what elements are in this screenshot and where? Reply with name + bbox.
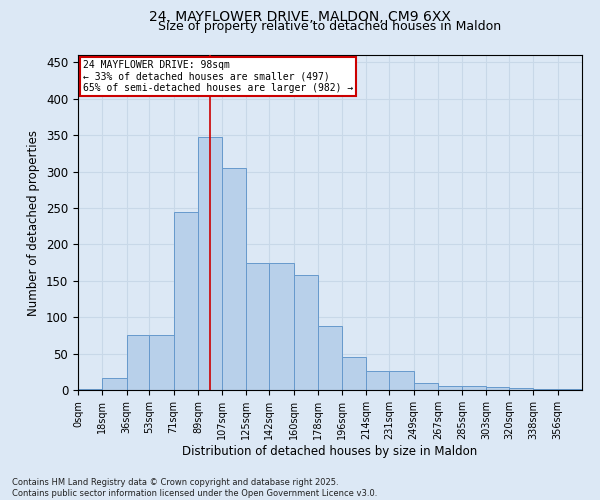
Bar bbox=[342, 357, 367, 390]
Bar bbox=[173, 212, 198, 390]
Bar bbox=[247, 262, 269, 390]
Bar bbox=[222, 168, 247, 390]
X-axis label: Distribution of detached houses by size in Maldon: Distribution of detached houses by size … bbox=[182, 444, 478, 458]
Text: 24 MAYFLOWER DRIVE: 98sqm
← 33% of detached houses are smaller (497)
65% of semi: 24 MAYFLOWER DRIVE: 98sqm ← 33% of detac… bbox=[83, 60, 353, 93]
Bar bbox=[389, 371, 413, 390]
Bar bbox=[293, 275, 318, 390]
Title: Size of property relative to detached houses in Maldon: Size of property relative to detached ho… bbox=[158, 20, 502, 33]
Bar bbox=[533, 388, 558, 390]
Bar bbox=[509, 388, 533, 390]
Bar bbox=[127, 336, 149, 390]
Bar bbox=[198, 138, 222, 390]
Bar bbox=[438, 386, 462, 390]
Bar bbox=[462, 386, 487, 390]
Bar bbox=[413, 384, 438, 390]
Text: 24, MAYFLOWER DRIVE, MALDON, CM9 6XX: 24, MAYFLOWER DRIVE, MALDON, CM9 6XX bbox=[149, 10, 451, 24]
Bar bbox=[318, 326, 342, 390]
Text: Contains HM Land Registry data © Crown copyright and database right 2025.
Contai: Contains HM Land Registry data © Crown c… bbox=[12, 478, 377, 498]
Bar bbox=[102, 378, 127, 390]
Bar bbox=[78, 388, 102, 390]
Bar bbox=[558, 388, 582, 390]
Bar bbox=[487, 387, 509, 390]
Bar bbox=[269, 262, 293, 390]
Y-axis label: Number of detached properties: Number of detached properties bbox=[28, 130, 40, 316]
Bar bbox=[367, 371, 389, 390]
Bar bbox=[149, 336, 173, 390]
